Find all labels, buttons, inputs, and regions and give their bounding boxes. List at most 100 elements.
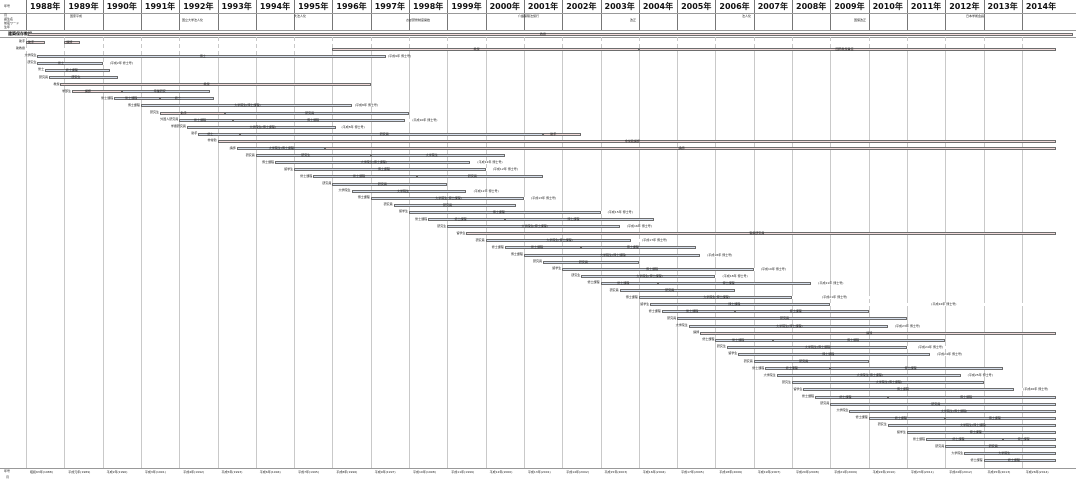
bar-label: 大学院生(博士課程) [856,373,883,378]
year-label: 2003年 [604,2,635,11]
year-label: 2000年 [489,2,520,11]
top-note: 日本学術会議 [966,14,985,18]
era-label: 平成21年(2009) [834,470,858,474]
row-label: 研究員 [667,315,677,320]
timeline-bar [700,253,739,257]
timeline-bar [160,111,226,115]
row-label: 大学院生 [836,408,849,413]
timeline-bar [581,274,716,278]
bar-label: 博士課程 [306,117,319,122]
bar-label: 修士課程 [894,415,907,420]
year-label: 1993年 [221,2,252,11]
bar-label: 博士課程 [728,302,741,307]
subheader-label: 生年 [4,25,11,29]
timeline-bar [114,97,161,101]
timeline-bar [79,40,1057,44]
timeline-bar [336,125,371,129]
timeline-bar [945,416,1057,420]
grid-line [485,37,487,468]
timeline-bar [726,345,907,349]
bar-label: 大学院生(博士課程) [249,124,276,129]
bar-label: 修士課程 [732,337,745,342]
grid-line [677,37,679,468]
bar-label: 客員研究員 [749,231,765,236]
year-separator [26,0,27,30]
row-label: 研究員 [475,237,485,242]
bar-label: 大学院生(博士課程) [776,323,803,328]
timeline-bar [772,338,946,342]
timeline-bar [428,218,505,221]
bar-label: (平成18年 博士号) [707,252,733,257]
timeline-bar [688,324,888,328]
bar-label: (平成16年 博士号) [626,224,652,229]
year-label: 1988年 [30,2,61,11]
era-label: 平成18年(2006) [719,470,743,474]
timeline-bar [504,246,582,250]
row-label: 助手 [18,39,25,43]
grid-line [294,37,296,468]
grid-line [179,37,181,468]
year-separator [140,0,142,30]
timeline-bar [830,303,1057,307]
bar-label: 博士課程 [626,245,639,250]
year-label: 1998年 [413,2,444,11]
row-label: 大学院生 [763,372,776,377]
row-label: 外国人研究員 [160,117,179,122]
timeline-bar [386,54,409,58]
bar-label: 研究員 [931,401,941,406]
grid-line [217,37,219,468]
timeline-bar [351,104,383,108]
timeline-bar [677,317,907,321]
timeline-bar [186,125,337,129]
row-label: 研究員 [38,74,48,79]
timeline-bar [715,274,754,278]
timeline-bar [240,132,544,136]
bar-label: 博士課程 [960,394,973,399]
era-label: 平成11年(1999) [451,470,475,474]
bar-label: 助手 [28,39,35,44]
timeline-bar [332,47,639,51]
year-separator [677,0,679,30]
year-label: 1991年 [144,2,176,11]
timeline-bar [466,189,505,193]
top-note: 国保改正 [854,18,867,22]
grid-line [102,37,104,468]
row-label: 研究生 [27,60,37,65]
bar-label: 修士課程 [454,217,467,221]
row-label: 修士課程 [491,244,504,249]
timeline-bar [619,289,735,292]
bar-label: (平成12年 博士号) [473,188,499,193]
header-corner-label: 年号 [4,4,11,8]
era-label: 平成14年(2002) [566,470,589,474]
row-label: 留学生 [398,209,408,214]
timeline-bar [370,154,505,158]
timeline-bar [45,68,111,72]
era-label: 平成6年(1994) [259,470,281,474]
year-label: 1995年 [298,2,329,11]
timeline-bar [792,381,984,385]
timeline-bar [868,416,946,420]
timeline-bar [638,296,792,300]
timeline-bar [236,147,325,150]
row-label: 研究生 [716,344,726,349]
grid-line [64,37,66,468]
grid-line [26,37,27,468]
year-separator [332,0,334,30]
bar-label: 修士課程 [65,67,78,72]
era-label: 平成19年(2007) [757,470,781,474]
grid-line [792,37,793,468]
row-label: 博士課程 [625,294,638,299]
bar-label: 大学院生 [397,188,410,193]
bar-label: 研究員 [799,359,809,363]
timeline-bar [26,40,46,44]
row-label: 修士課程 [702,337,715,342]
era-label: 平成16年(2004) [642,470,666,474]
timeline-bar [504,218,655,221]
year-separator [1021,0,1023,30]
era-label: 平成3年(1991) [144,470,166,474]
bar-label: (平成19年 博士号) [760,266,786,271]
timeline-bar [792,296,877,300]
era-label: 平成15年(2003) [604,470,628,474]
row-label: 留学生 [284,166,294,171]
timeline-bar [485,168,524,172]
